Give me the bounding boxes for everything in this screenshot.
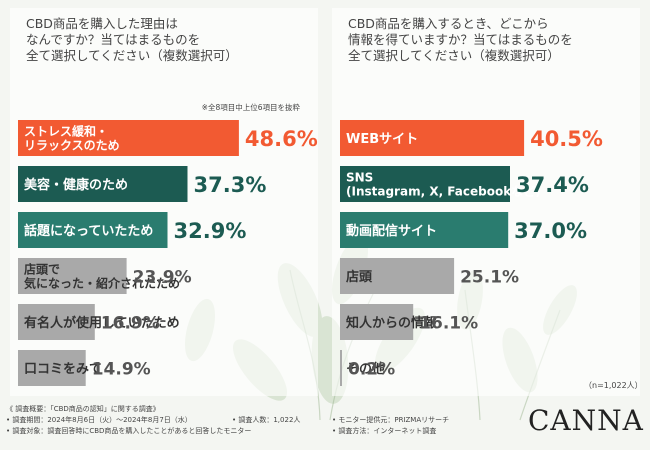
bar-right-3 [340,258,455,294]
bar-right-1 [340,166,510,202]
value-label-right-1: 37.4% [516,173,589,197]
footer-count: • 調査人数：1,022人 [232,416,301,424]
right-bar-chart: WEBサイト 40.5% SNS (Instagram, X, Facebookなど)… [340,120,603,386]
bar-label-right-5: その他 [346,361,385,377]
bar-label-right-1: SNS (Instagram, X, Facebookなど) [346,171,541,199]
value-label-right-3: 25.1% [460,267,519,287]
bar-label-right-3: 店頭 [346,269,373,285]
bar-label-left-5: 口コミをみて [24,362,102,377]
bar-label-left-1: 美容・健康のため [24,177,128,193]
bar-left-1 [18,166,188,202]
bar-label-left-3: 店頭で気になった・紹介されたため [24,262,180,291]
bar-left-2 [18,212,168,248]
bar-label-left-2: 話題になっていたため [24,223,153,239]
bar-label-right-0: WEBサイト [346,132,418,147]
value-label-left-2: 32.9% [174,219,247,243]
footer-period: • 調査期間：2024年8月6日（火）～2024年8月7日（水） [6,416,192,424]
left-question-title: CBD商品を購入した理由は なんですか？当てはまるものを 全て選択してください（… [26,16,238,63]
bar-left-4 [18,304,95,340]
value-label-right-2: 37.0% [514,219,587,243]
value-label-right-0: 40.5% [530,127,603,151]
bar-right-4 [340,304,414,340]
footer-heading: 《 調査概要：「CBD商品の認知」に関する調査》 [6,405,160,413]
value-label-left-3: 23.9% [133,267,192,287]
bar-right-0 [340,120,525,156]
left-bar-chart: ストレス緩和・リラックスのため 48.6% 美容・健康のため 37.3% 話題になってい… [18,120,318,386]
value-label-left-1: 37.3% [194,173,267,197]
bar-left-0 [18,120,239,156]
bar-label-left-4: 有名人が使用していたため [24,315,180,331]
value-label-left-0: 48.6% [245,127,318,151]
right-question-title: CBD商品を購入するとき、どこから 情報を得ていますか？当てはまるものを 全て選… [348,16,573,63]
bar-left-5 [18,350,86,386]
bar-left-3 [18,258,127,294]
value-label-right-5: 0.2% [348,359,395,379]
value-label-left-4: 16.9% [101,313,160,333]
right-chart-panel: CBD商品を購入するとき、どこから 情報を得ていますか？当てはまるものを 全て選… [332,8,640,396]
value-label-right-4: 16.1% [419,313,478,333]
canna-logo: CANNA [528,404,644,437]
left-note: ※全8項目中上位6項目を抜粋 [201,103,300,112]
left-chart-panel: CBD商品を購入した理由は なんですか？当てはまるものを 全て選択してください（… [10,8,318,396]
footer-target: • 調査対象：調査回答時にCBD商品を購入したことがあると回答したモニター [6,427,252,435]
value-label-left-5: 14.9% [92,359,151,379]
bar-label-left-0: ストレス緩和・リラックスのため [24,124,120,153]
bar-right-2 [340,212,509,248]
footer-method: • 調査方法：インターネット調査 [332,427,437,435]
bar-right-5 [340,350,342,386]
footer-provider: • モニター提供元：PRIZMAリサーチ [332,416,450,424]
bar-label-right-2: 動画配信サイト [346,223,437,239]
bar-label-right-4: 知人からの情報 [346,315,438,331]
sample-size-label: （n=1,022人） [584,381,643,390]
